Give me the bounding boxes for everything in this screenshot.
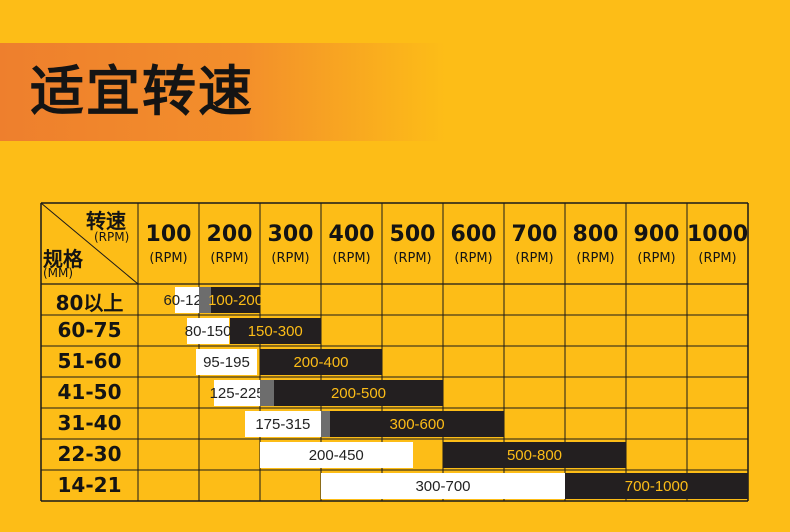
column-header-value: 300 (267, 222, 314, 247)
column-header-value: 100 (145, 222, 192, 247)
column-header-unit: (RPM) (576, 251, 615, 266)
column-header-unit: (RPM) (515, 251, 554, 266)
column-header-unit: (RPM) (149, 251, 188, 266)
column-header-value: 600 (450, 222, 497, 247)
column-header-value: 900 (633, 222, 680, 247)
row-size-label: 41-50 (57, 380, 122, 404)
range-bar-maximum: 200-400 (260, 349, 382, 375)
row-size-label: 31-40 (57, 411, 122, 435)
range-bar-maximum: 200-500 (274, 380, 443, 406)
range-bar-overlap (199, 287, 212, 313)
corner-size-unit: (MM) (43, 266, 74, 280)
column-header-unit: (RPM) (332, 251, 371, 266)
column-header-unit: (RPM) (210, 251, 249, 266)
range-bar-recommended: 175-315 (244, 411, 321, 437)
column-header-unit: (RPM) (637, 251, 676, 266)
range-bar-recommended: 95-195 (195, 349, 257, 375)
corner-speed-label: 转速 (86, 209, 126, 233)
range-bar-recommended: 125-225 (210, 380, 265, 406)
range-bar-maximum: 700-1000 (565, 473, 748, 499)
column-header-value: 800 (572, 222, 619, 247)
row-size-label: 80以上 (55, 291, 124, 315)
range-bar-recommended: 80-150 (185, 318, 232, 344)
column-header-value: 1000 (687, 222, 749, 247)
column-header-value: 700 (511, 222, 558, 247)
row-size-label: 60-75 (57, 318, 122, 342)
row-size-label: 22-30 (57, 442, 122, 466)
row-size-label: 51-60 (57, 349, 122, 373)
range-bar-recommended: 300-700 (321, 473, 565, 499)
column-header-value: 200 (206, 222, 253, 247)
column-header-unit: (RPM) (698, 251, 737, 266)
row-size-label: 14-21 (57, 473, 122, 497)
range-bar-overlap (260, 380, 274, 406)
column-header-value: 500 (389, 222, 436, 247)
column-header-unit: (RPM) (271, 251, 310, 266)
corner-speed-unit: (RPM) (94, 230, 130, 244)
column-header-unit: (RPM) (393, 251, 432, 266)
range-bar-maximum: 300-600 (330, 411, 504, 437)
range-bar-overlap (321, 411, 331, 437)
range-bar-maximum: 100-200 (208, 287, 263, 313)
range-bar-maximum: 150-300 (229, 318, 321, 344)
grid-line-diagonal (40, 202, 139, 285)
range-bar-recommended: 200-450 (260, 442, 413, 468)
title-banner (0, 43, 445, 141)
column-header-unit: (RPM) (454, 251, 493, 266)
range-bar-maximum: 500-800 (443, 442, 626, 468)
corner-size-label: 规格 (43, 247, 83, 271)
page-title: 适宜转速 (30, 60, 254, 123)
range-bar-recommended: 60-120 (163, 287, 210, 313)
column-header-value: 400 (328, 222, 375, 247)
